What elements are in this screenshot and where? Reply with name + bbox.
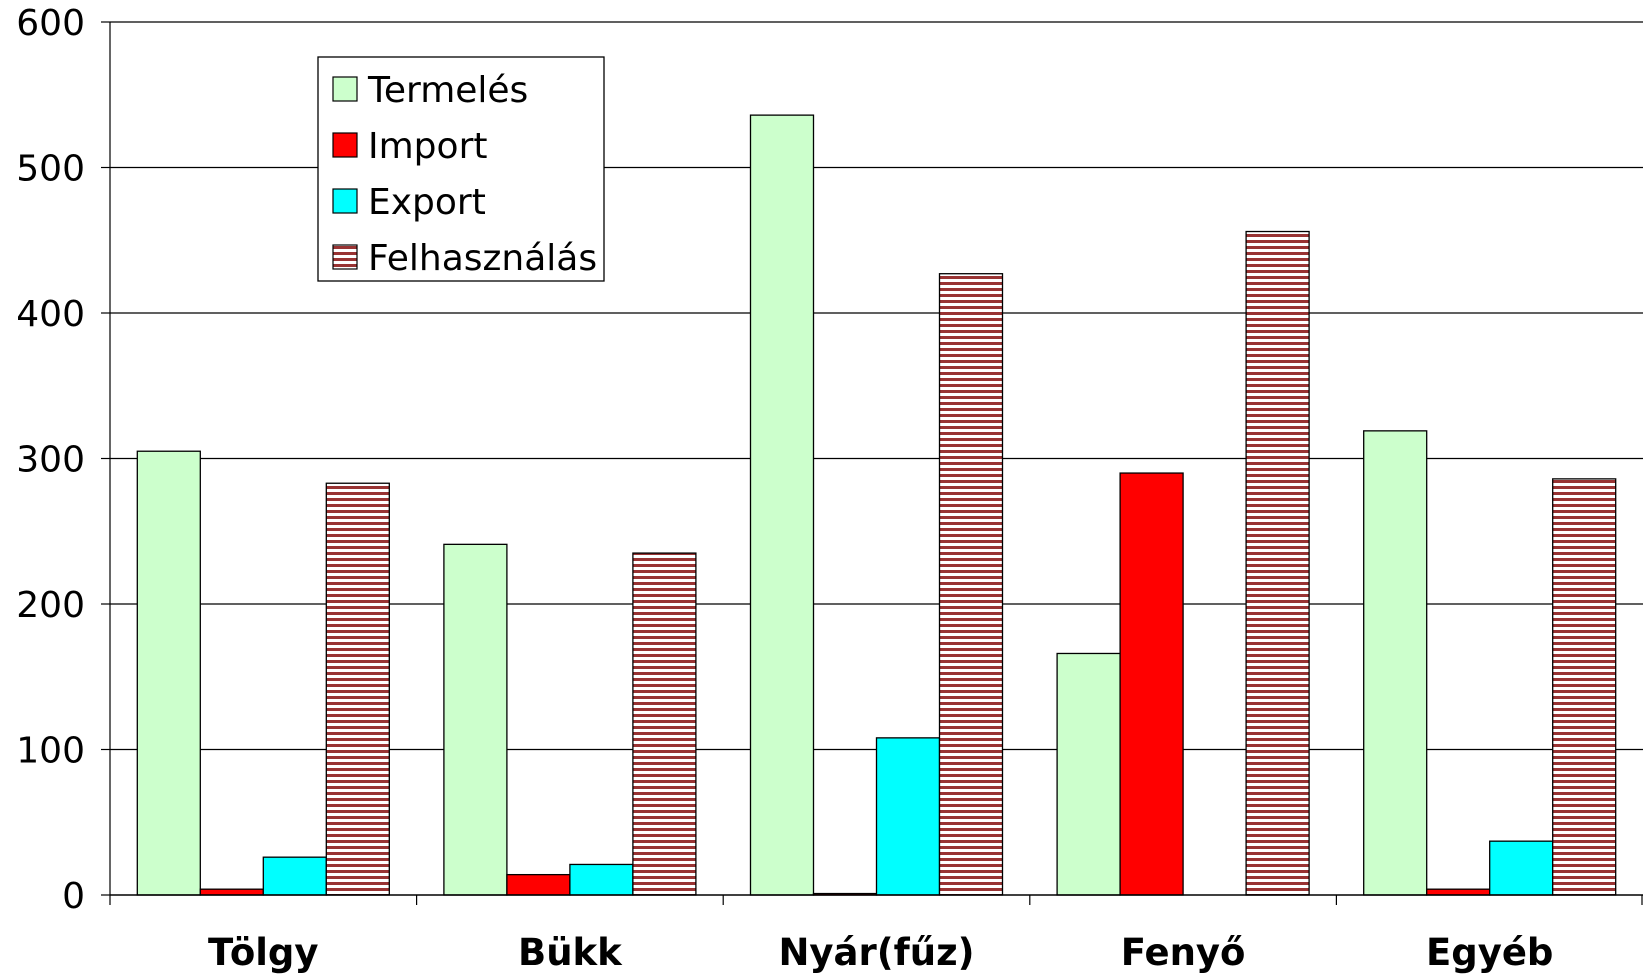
legend-box xyxy=(317,56,605,282)
y-tick-label: 0 xyxy=(62,876,85,917)
legend-swatch xyxy=(332,76,358,102)
bar-felhaszn-l-s-1 xyxy=(632,552,697,896)
bar-import-3 xyxy=(1119,472,1184,896)
y-axis: 0 100 200 300 400 500 600 xyxy=(16,3,111,917)
bar-export-2 xyxy=(875,737,941,896)
x-axis: Tölgy Bükk Nyár(fűz) Fenyő Egyéb xyxy=(109,894,1643,974)
legend-label: Termelés xyxy=(367,70,528,111)
bar-export-1 xyxy=(569,863,634,896)
x-tick-label: Bükk xyxy=(518,931,623,974)
x-tick-label: Fenyő xyxy=(1121,931,1246,974)
y-tick-label: 100 xyxy=(16,731,85,772)
legend-label: Export xyxy=(368,182,486,223)
legend-label: Felhasználás xyxy=(368,238,597,279)
legend-swatch xyxy=(332,132,358,158)
x-tick-label: Egyéb xyxy=(1426,931,1553,974)
legend-swatch xyxy=(332,244,358,270)
bar-felhaszn-l-s-3 xyxy=(1245,230,1310,896)
bar-termel-s-0 xyxy=(136,450,201,896)
bar-import-4 xyxy=(1426,888,1491,896)
bar-felhaszn-l-s-0 xyxy=(325,482,390,896)
y-tick-label: 300 xyxy=(16,440,85,481)
y-tick-label: 500 xyxy=(16,149,85,190)
y-tick-label: 600 xyxy=(16,3,85,44)
bar-export-4 xyxy=(1489,840,1554,896)
bar-felhaszn-l-s-2 xyxy=(938,273,1004,896)
bars xyxy=(136,114,1617,896)
bar-termel-s-1 xyxy=(443,543,508,896)
bar-import-1 xyxy=(506,873,571,896)
bar-import-0 xyxy=(199,888,264,896)
bar-termel-s-2 xyxy=(749,114,815,896)
bar-export-0 xyxy=(262,856,327,896)
legend: Termelés Import Export Felhasználás xyxy=(317,56,605,282)
legend-label: Import xyxy=(368,126,487,167)
x-tick-label: Nyár(fűz) xyxy=(778,931,974,974)
x-tick-label: Tölgy xyxy=(208,931,318,974)
y-tick-label: 400 xyxy=(16,294,85,335)
bar-termel-s-3 xyxy=(1056,652,1121,896)
bar-felhaszn-l-s-4 xyxy=(1552,478,1617,896)
bar-termel-s-4 xyxy=(1363,430,1428,896)
y-tick-label: 200 xyxy=(16,585,85,626)
legend-swatch xyxy=(332,188,358,214)
